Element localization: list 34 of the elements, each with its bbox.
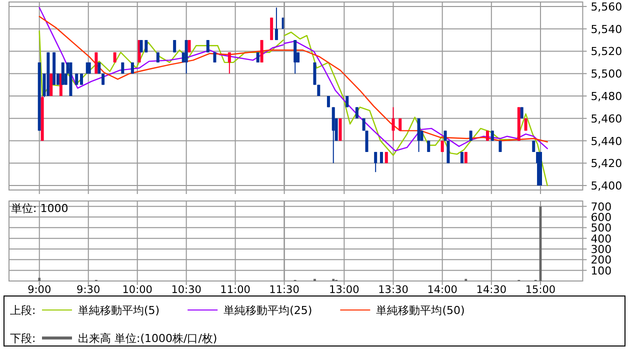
- y-tick-label: 5,460: [590, 112, 622, 126]
- legend-label: 単純移動平均(50): [376, 304, 465, 317]
- x-tick-label: 9:30: [76, 284, 100, 296]
- x-tick-label: 14:30: [476, 284, 507, 296]
- y-tick-label: 5,440: [590, 134, 622, 148]
- y-tick-label: 5,520: [590, 45, 622, 58]
- y-tick-label: 5,480: [590, 90, 622, 103]
- x-tick-label: 13:00: [329, 284, 360, 296]
- legend-label: 単純移動平均(5): [78, 304, 160, 317]
- x-tick-label: 14:00: [427, 284, 458, 296]
- x-tick-label: 11:00: [220, 284, 250, 296]
- legend-title: 上段:: [10, 304, 36, 317]
- legend-label: 単純移動平均(25): [224, 304, 312, 317]
- x-tick-label: 10:30: [171, 284, 202, 296]
- y-tick-label: 5,560: [590, 0, 622, 14]
- y-tick-label: 600: [590, 211, 612, 224]
- y-tick-label: 300: [590, 243, 612, 256]
- x-tick-label: 9:00: [28, 284, 52, 296]
- y-tick-label: 200: [590, 254, 612, 267]
- y-tick-label: 5,500: [590, 68, 622, 81]
- y-tick-label: 5,420: [590, 157, 622, 170]
- x-tick-label: 15:00: [525, 284, 556, 296]
- x-tick-label: 10:00: [122, 284, 152, 296]
- y-tick-label: 500: [590, 222, 612, 235]
- legend-label: 出来高 単位:(1000株/口/枚): [78, 332, 218, 345]
- legend-title: 下段:: [10, 332, 36, 345]
- annotation: 単位: 1000: [11, 202, 68, 215]
- x-tick-label: 13:30: [378, 284, 408, 296]
- y-tick-label: 400: [590, 232, 612, 246]
- y-tick-label: 700: [590, 200, 612, 214]
- y-tick-label: 100: [590, 264, 612, 278]
- x-tick-label: 11:30: [269, 284, 300, 296]
- y-tick-label: 5,540: [590, 22, 622, 36]
- y-tick-label: 5,400: [590, 180, 622, 193]
